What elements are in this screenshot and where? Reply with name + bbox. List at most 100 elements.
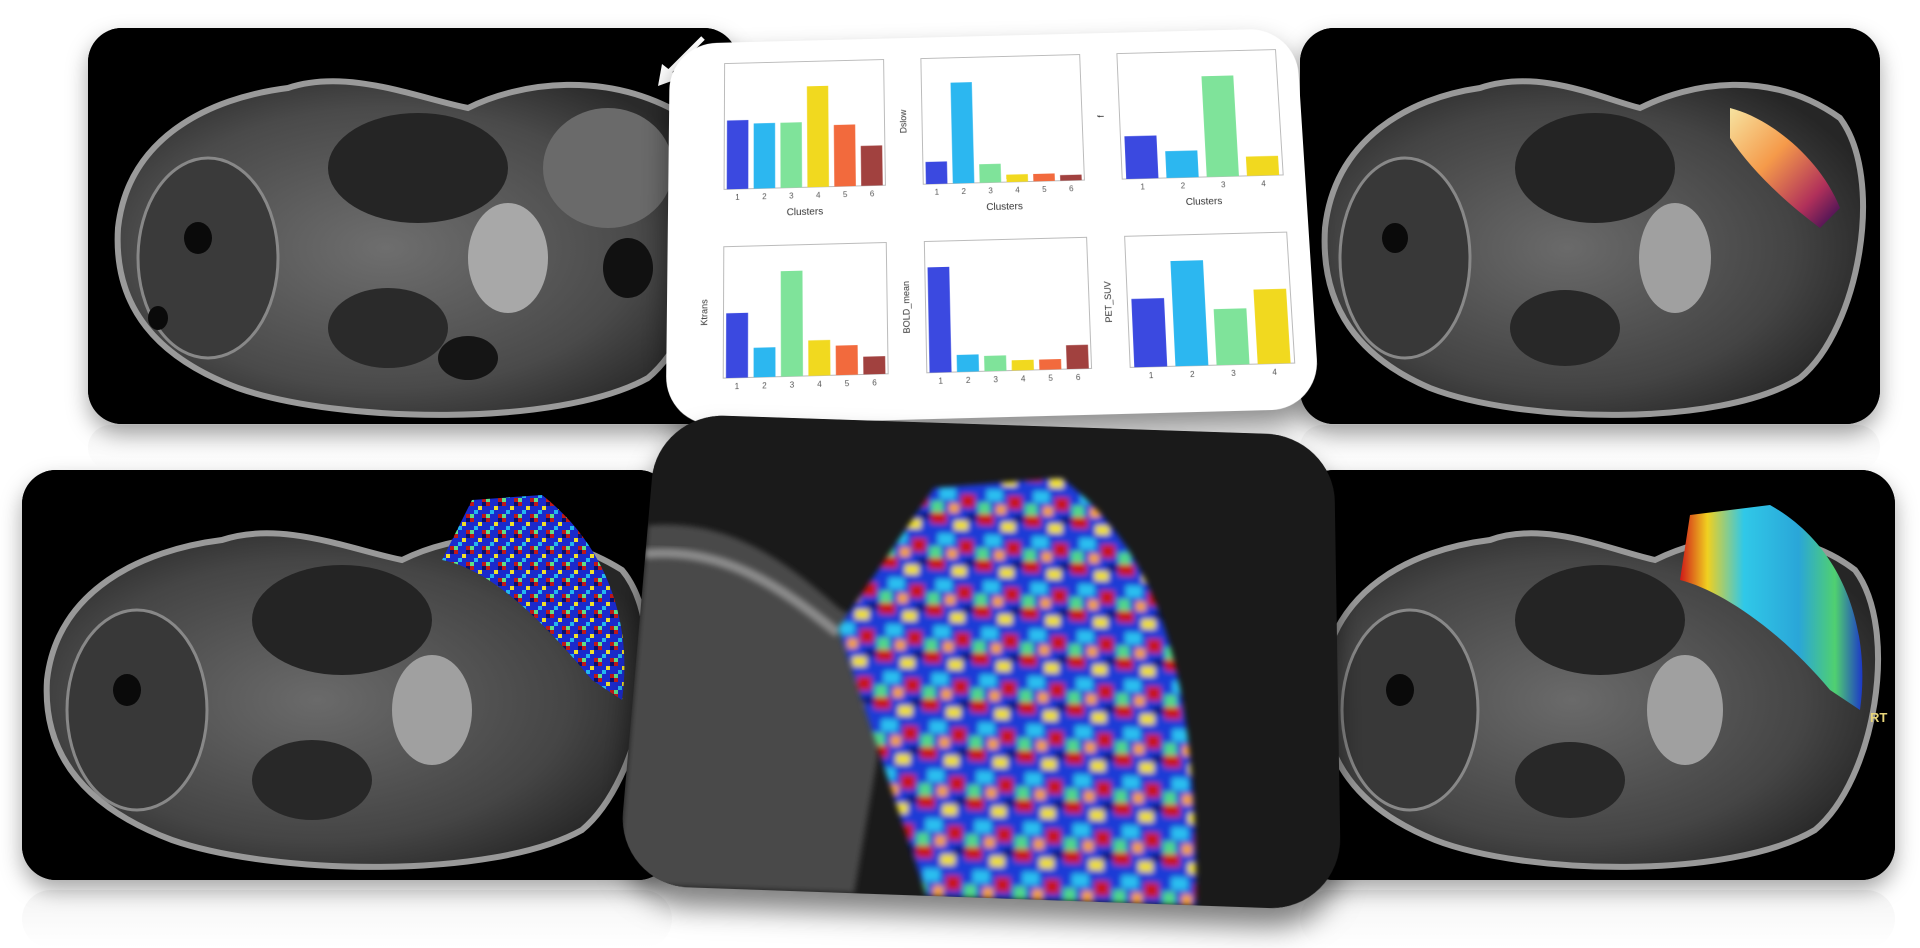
bar [1131, 298, 1167, 367]
bar-chart-svg: 1 2 3 4 5 6 Ktrans [694, 232, 898, 415]
chart-f: 1 2 3 4 PET_SUV [1096, 222, 1307, 404]
x-tick-label: 2 [762, 192, 766, 201]
bar-chart-svg: 1 2 3 4 5 6 Clusters Dslow [893, 45, 1095, 220]
mri-panel-pet-overlay [1300, 28, 1880, 424]
bar [1201, 75, 1238, 176]
x-tick-label: 5 [1042, 185, 1047, 194]
bar-chart-svg: 1 2 3 4 5 6 BOLD_mean [896, 227, 1103, 409]
x-tick-label: 6 [1069, 184, 1074, 193]
x-tick-label: 4 [1261, 179, 1267, 188]
bar [1253, 289, 1290, 364]
x-tick-label: 6 [870, 189, 875, 198]
x-tick-label: 4 [1272, 368, 1278, 378]
y-axis-label: Ktrans [699, 299, 709, 326]
bar [1039, 359, 1061, 370]
x-tick-label: 2 [966, 376, 971, 386]
bar [1033, 173, 1055, 181]
chart-e: 1 2 3 4 5 6 BOLD_mean [896, 227, 1103, 409]
x-tick-label: 2 [1181, 181, 1186, 190]
x-tick-label: 1 [735, 382, 740, 392]
x-axis-label: Clusters [1185, 196, 1222, 208]
chart-b: 1 2 3 4 5 6 Clusters Dslow [893, 45, 1095, 220]
bar [1246, 156, 1279, 176]
bar [1165, 150, 1198, 178]
y-axis-label: BOLD_mean [901, 281, 912, 334]
bar [807, 86, 829, 187]
mri-panel-map-1: RT [22, 470, 672, 880]
x-tick-label: 5 [843, 190, 848, 199]
reflection-top-left [88, 425, 738, 470]
bar [781, 271, 803, 377]
chart-d: 1 2 3 4 5 6 Ktrans [694, 232, 898, 415]
bar [1012, 360, 1034, 371]
x-tick-label: 3 [1221, 180, 1227, 189]
x-tick-label: 5 [1048, 373, 1053, 383]
chart-c: 1 2 3 4 Clusters f [1089, 40, 1295, 214]
zoom-map-panel [617, 413, 1342, 910]
mri-pet-image [1300, 28, 1880, 424]
bar-chart-svg: 1 2 3 4 Clusters f [1089, 40, 1295, 214]
bar [727, 120, 749, 189]
bar [1170, 260, 1208, 366]
x-tick-label: 5 [845, 379, 850, 389]
x-tick-label: 2 [1190, 370, 1195, 379]
x-tick-label: 1 [735, 193, 739, 202]
cluster-bar-charts: 1 2 3 4 5 6 Clusters 1 2 3 4 5 6 Clusters Dslow 1 2 3 4 C… [666, 28, 1320, 426]
bar [863, 356, 885, 374]
x-tick-label: 3 [790, 380, 795, 390]
mri-panel-map-2: RT [1300, 470, 1895, 880]
bar [1060, 175, 1082, 181]
bar [836, 345, 858, 375]
mri-anatomy-image [88, 28, 738, 424]
bar [1124, 135, 1158, 179]
bar-chart-svg: 1 2 3 4 5 6 Clusters [696, 50, 896, 225]
mri-panel-anatomy [88, 28, 738, 424]
bar [984, 355, 1006, 371]
bar [1066, 345, 1089, 369]
bar [753, 347, 775, 377]
x-tick-label: 1 [1140, 182, 1145, 191]
x-tick-label: 2 [762, 381, 767, 391]
bar [754, 123, 776, 189]
chart-a: 1 2 3 4 5 6 Clusters [696, 50, 896, 225]
reflection-bottom-right [1300, 890, 1895, 948]
x-tick-label: 2 [961, 187, 966, 196]
bar [808, 340, 830, 376]
x-tick-label: 1 [938, 376, 943, 386]
x-tick-label: 4 [1021, 374, 1026, 384]
x-tick-label: 3 [993, 375, 998, 385]
bar [928, 267, 952, 373]
x-tick-label: 3 [1231, 369, 1237, 379]
rt-label: RT [1870, 710, 1887, 725]
y-axis-label: f [1096, 115, 1106, 118]
bar [957, 354, 979, 372]
x-tick-label: 4 [1015, 186, 1020, 195]
reflection-bottom-left [22, 890, 672, 948]
mri-map-image-1 [22, 470, 672, 880]
reflection-top-right [1300, 425, 1880, 470]
bar-chart-svg: 1 2 3 4 PET_SUV [1096, 222, 1307, 404]
x-tick-label: 3 [988, 186, 993, 195]
x-tick-label: 3 [789, 191, 794, 200]
bar [926, 161, 948, 184]
x-tick-label: 4 [817, 380, 822, 390]
x-tick-label: 1 [1149, 371, 1154, 380]
zoom-map-image [617, 413, 1342, 910]
x-tick-label: 1 [935, 188, 940, 197]
bar [1006, 174, 1028, 182]
mri-map-image-2 [1300, 470, 1895, 880]
bar [780, 122, 802, 188]
bar [951, 82, 975, 183]
bar [834, 124, 856, 186]
bar [1214, 308, 1250, 365]
y-axis-label: PET_SUV [1102, 281, 1114, 323]
x-tick-label: 6 [872, 378, 877, 388]
bar [726, 313, 748, 378]
x-tick-label: 4 [816, 191, 821, 200]
bar [979, 164, 1001, 183]
x-axis-label: Clusters [986, 201, 1023, 213]
x-axis-label: Clusters [787, 206, 824, 218]
y-axis-label: Dslow [898, 109, 908, 134]
bar [861, 145, 883, 185]
x-tick-label: 6 [1076, 373, 1082, 383]
